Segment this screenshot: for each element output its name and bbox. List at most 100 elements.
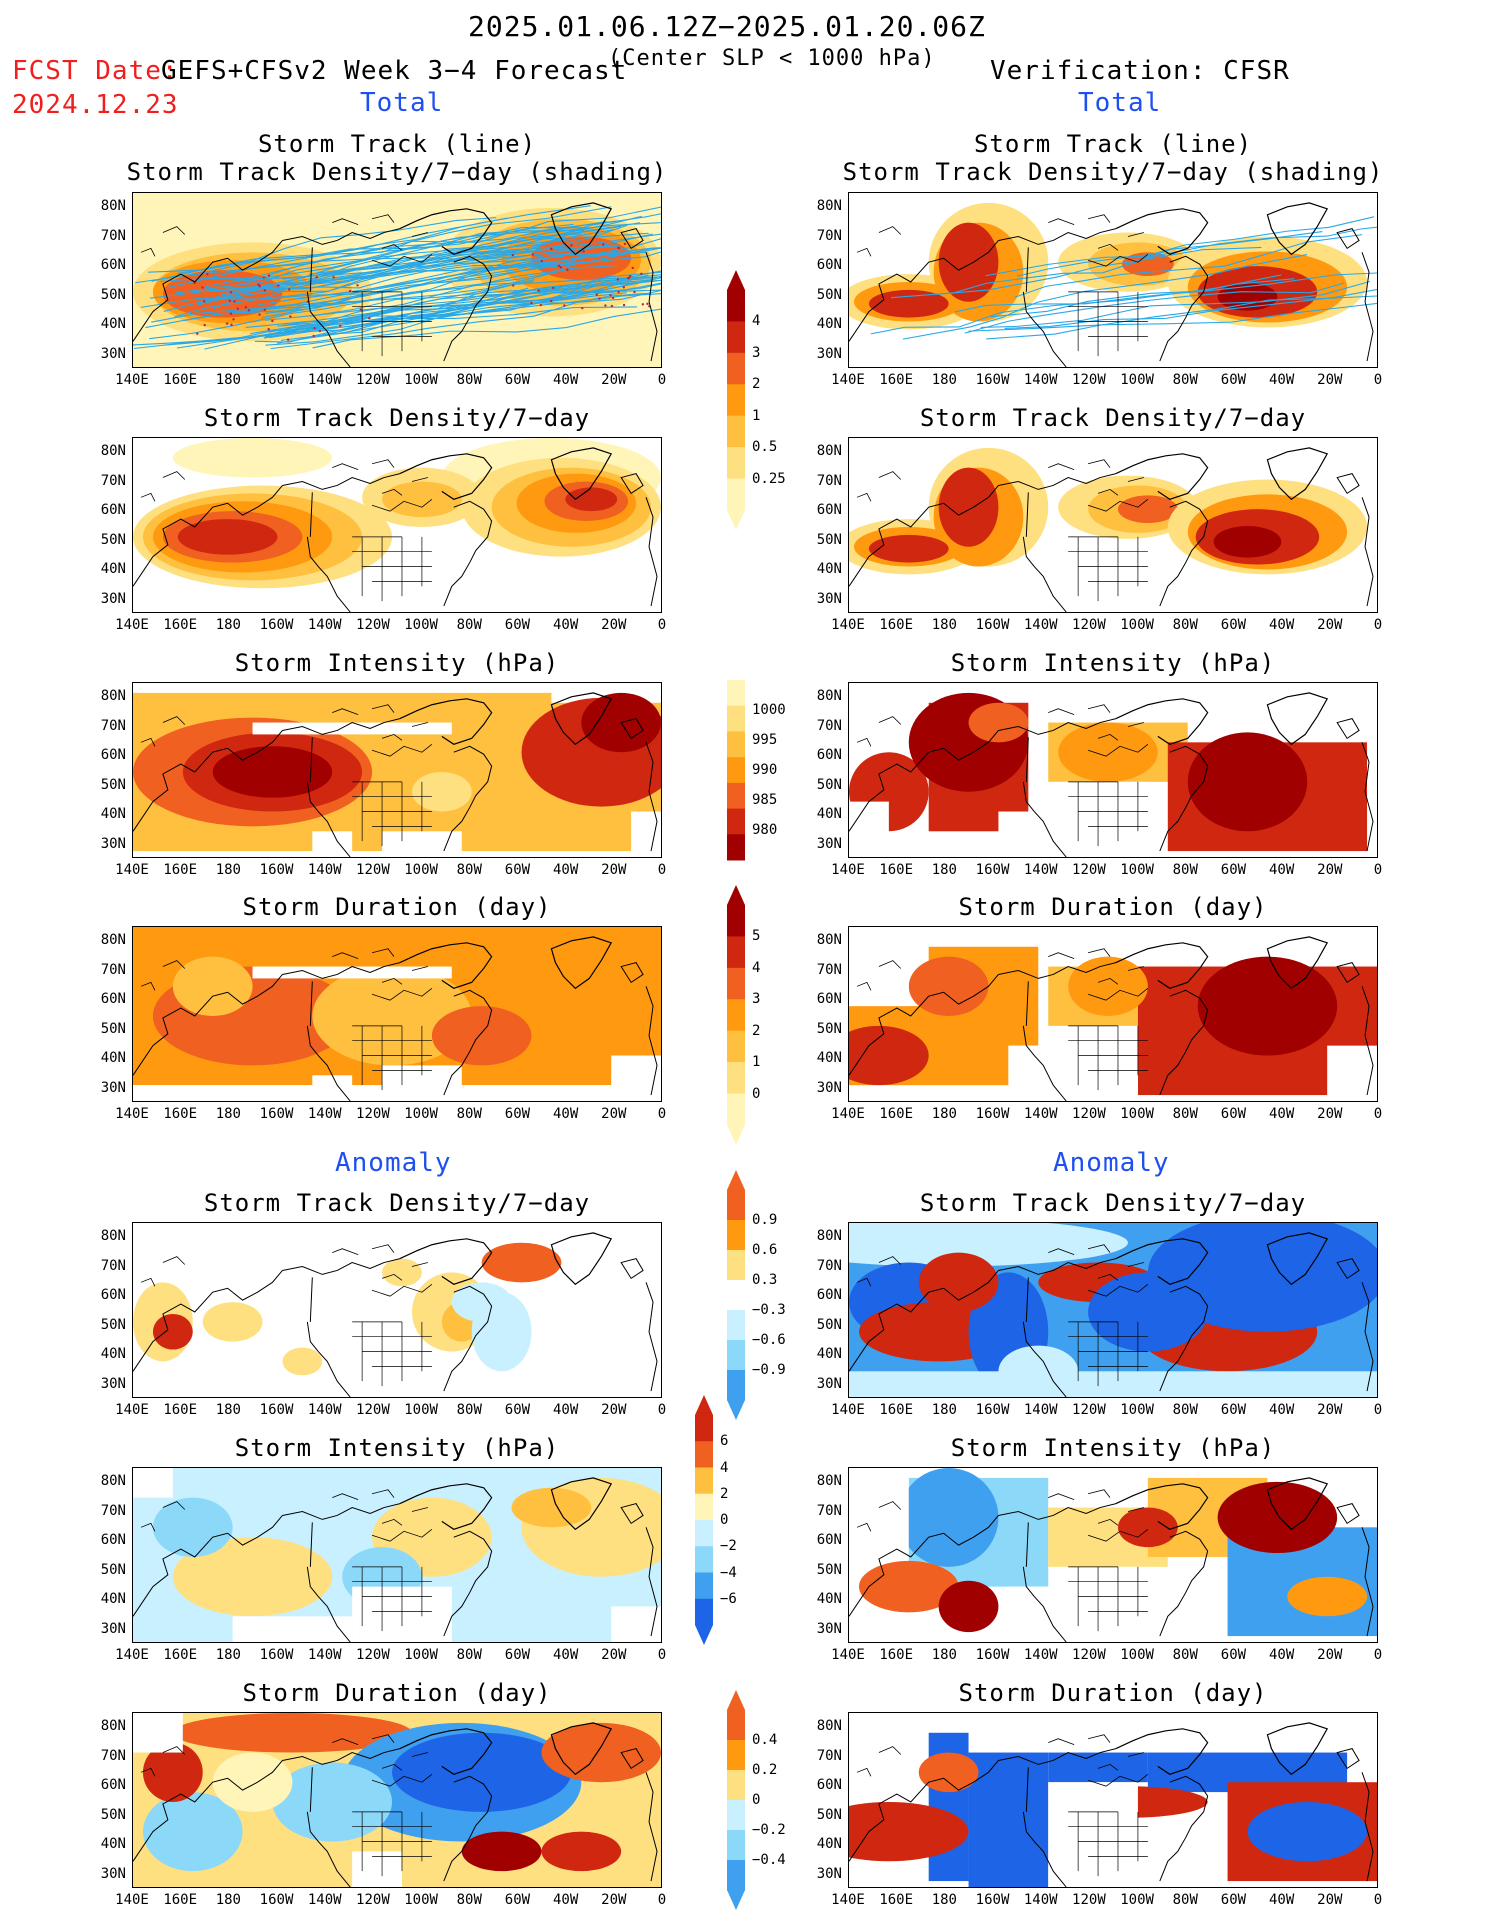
panel-title: Storm Track (line) (257, 130, 537, 158)
colorbar-label: 1000 (752, 702, 786, 718)
lat-tick-label: 60N (816, 747, 842, 763)
colorbar-label: 0 (752, 1792, 761, 1808)
lon-tick-label: 180 (931, 372, 957, 388)
lat-tick-label: 60N (100, 1532, 126, 1548)
panel-title: Storm Track Density/7−day (203, 1189, 591, 1217)
lat-tick-label: 80N (100, 1718, 126, 1734)
lon-tick-label: 140E (831, 1402, 865, 1418)
lon-tick-label: 60W (1220, 1106, 1247, 1122)
colorbar-density-anomaly (727, 1170, 745, 1420)
colorbar-swatch (727, 1062, 745, 1095)
lat-tick-label: 80N (816, 1228, 842, 1244)
map-panel (132, 192, 662, 368)
lat-tick-label: 30N (100, 835, 126, 852)
lon-tick-label: 180 (215, 1647, 241, 1663)
lon-tick-label: 60W (1220, 862, 1247, 878)
panel-title: Storm Duration (day) (242, 893, 552, 921)
lat-tick-label: 60N (100, 1287, 126, 1303)
colorbar-min-arrow (727, 1890, 745, 1910)
panel-title: Storm Intensity (hPa) (234, 649, 560, 677)
map-shading (133, 1713, 661, 1887)
colorbar-label: 1 (752, 407, 761, 424)
lon-tick-label: 0 (1373, 372, 1383, 388)
colorbar-label: 985 (752, 792, 778, 808)
lon-tick-label: 120W (356, 1647, 390, 1663)
section-total-left: Total (360, 88, 444, 118)
lat-tick-label: 30N (816, 1620, 842, 1637)
lon-tick-label: 120W (1072, 1892, 1106, 1908)
lon-tick-label: 0 (1373, 1402, 1383, 1418)
lat-tick-label: 30N (816, 1375, 842, 1392)
lon-tick-label: 0 (1373, 1647, 1383, 1663)
lat-tick-label: 30N (100, 1375, 126, 1392)
lon-tick-label: 160E (879, 1647, 914, 1663)
lon-tick-label: 100W (404, 1892, 438, 1908)
lat-tick-label: 60N (816, 1777, 842, 1793)
lat-tick-label: 70N (100, 472, 126, 489)
colorbar-swatch (695, 1493, 713, 1521)
lon-tick-label: 120W (356, 1106, 390, 1122)
map-shading (849, 447, 1374, 612)
lat-tick-label: 80N (100, 198, 126, 214)
lon-tick-label: 180 (215, 372, 241, 388)
panel-title: Storm Track Density/7−day (919, 1189, 1307, 1217)
map-panel (848, 1467, 1378, 1643)
colorbar-swatch (727, 1190, 745, 1221)
lat-tick-label: 50N (100, 1020, 126, 1037)
lat-tick-label: 70N (100, 717, 126, 734)
colorbar-swatch (727, 936, 745, 969)
map-panel (848, 1222, 1378, 1398)
lat-tick-label: 70N (816, 472, 842, 489)
map-panel (848, 926, 1378, 1102)
lat-tick-label: 80N (816, 1473, 842, 1489)
lon-tick-label: 60W (1220, 1647, 1247, 1663)
lon-tick-label: 40W (552, 1647, 579, 1663)
map-shading (849, 1468, 1377, 1642)
lon-tick-label: 20W (1317, 1106, 1343, 1122)
colorbar-label: 4 (752, 959, 761, 976)
lat-tick-label: 80N (816, 1718, 842, 1734)
map-panel (132, 437, 662, 613)
colorbar-swatch (727, 1220, 745, 1251)
colorbar-swatch (727, 834, 745, 861)
lon-tick-label: 160E (879, 862, 914, 878)
lon-tick-label: 20W (1317, 1402, 1343, 1418)
colorbar-swatch (727, 808, 745, 835)
lat-tick-label: 30N (100, 1620, 126, 1637)
lat-tick-label: 50N (816, 776, 842, 793)
panel-subtitle: Storm Track Density/7−day (shading) (126, 158, 668, 186)
colorbar-swatch (727, 321, 745, 354)
lat-tick-label: 70N (100, 1747, 126, 1764)
lon-tick-label: 80W (456, 1892, 482, 1908)
lat-tick-label: 70N (816, 717, 842, 734)
lat-tick-label: 30N (816, 590, 842, 607)
section-anomaly-right: Anomaly (1053, 1148, 1170, 1178)
colorbar-label: 0.6 (752, 1242, 778, 1258)
lat-tick-label: 70N (100, 1257, 126, 1274)
lat-tick-label: 50N (100, 286, 126, 303)
colorbar-swatch (695, 1520, 713, 1547)
lon-tick-label: 120W (356, 372, 390, 388)
verification-label: Verification: CFSR (990, 56, 1290, 86)
colorbar-swatch (727, 478, 745, 511)
lat-tick-label: 30N (816, 835, 842, 852)
lon-tick-label: 100W (1120, 1892, 1154, 1908)
lat-tick-label: 80N (100, 688, 126, 704)
colorbar-swatch (695, 1467, 713, 1495)
lat-tick-label: 80N (100, 1473, 126, 1489)
lon-tick-label: 0 (1373, 1892, 1383, 1908)
lon-tick-label: 140W (307, 617, 342, 633)
lat-tick-label: 60N (100, 502, 126, 518)
lon-tick-label: 40W (552, 372, 579, 388)
lon-tick-label: 180 (931, 1892, 957, 1908)
lat-tick-label: 60N (816, 1532, 842, 1548)
lon-tick-label: 60W (504, 1106, 531, 1122)
lon-tick-label: 120W (1072, 1106, 1106, 1122)
lon-tick-label: 140W (1023, 1106, 1058, 1122)
lat-tick-label: 60N (100, 747, 126, 763)
lon-tick-label: 0 (1373, 617, 1383, 633)
lat-tick-label: 80N (100, 1228, 126, 1244)
colorbar-swatch (727, 1340, 745, 1371)
lon-tick-label: 140W (307, 1402, 342, 1418)
lon-tick-label: 160W (259, 1402, 294, 1418)
